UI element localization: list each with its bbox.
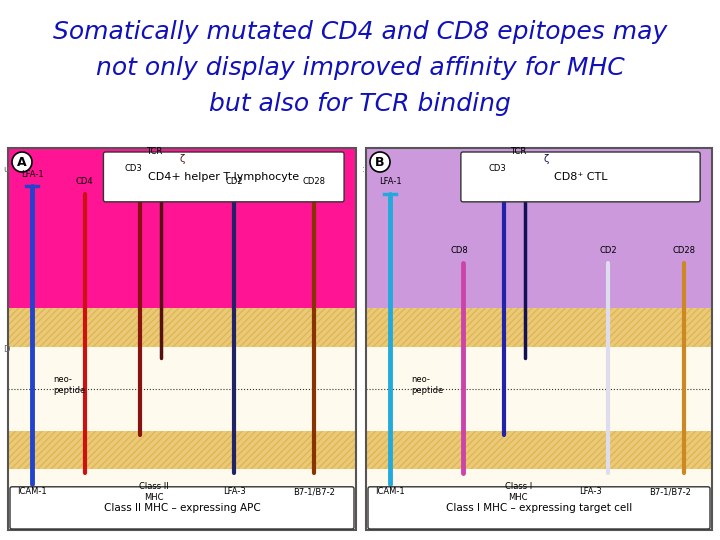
Text: ζ: ζ [544,154,549,165]
Text: Class I MHC – expressing target cell: Class I MHC – expressing target cell [446,503,632,513]
Text: CD3: CD3 [489,164,506,173]
Text: CD8⁺ CTL: CD8⁺ CTL [554,172,607,182]
Bar [366,148,712,530]
Bar [8,431,356,469]
Text: B7-1/B7-2: B7-1/B7-2 [293,487,336,496]
Text: A: A [17,156,27,168]
Text: but also for TCR binding: but also for TCR binding [209,92,511,116]
FancyBboxPatch shape [368,487,710,529]
Text: TCR: TCR [510,147,526,156]
Text: CD3: CD3 [125,164,142,173]
Text: CD8: CD8 [451,246,468,255]
Text: B: B [375,156,384,168]
Text: not only display improved affinity for MHC: not only display improved affinity for M… [96,56,624,80]
Text: ICAM-1: ICAM-1 [375,487,405,496]
Text: CD4+ helper T lymphocyte: CD4+ helper T lymphocyte [148,172,300,182]
Text: LFA-1: LFA-1 [379,177,402,186]
Text: CD28: CD28 [302,177,325,186]
Bar [366,347,712,431]
FancyBboxPatch shape [10,487,354,529]
Bar [366,469,712,530]
Bar [366,431,712,469]
Bar [8,347,356,431]
Text: :: : [362,165,365,174]
Text: D: D [3,345,9,354]
Bar [366,148,712,308]
Bar [366,308,712,347]
Text: ICAM-1: ICAM-1 [17,487,48,496]
Bar [8,308,356,347]
Text: CD4: CD4 [76,177,94,186]
Bar [8,148,356,308]
Text: CD2: CD2 [225,177,243,186]
FancyBboxPatch shape [104,152,344,202]
Bar [8,469,356,530]
FancyBboxPatch shape [461,152,700,202]
Circle shape [370,152,390,172]
Text: neo-
peptide: neo- peptide [53,375,86,395]
Text: LFA-3: LFA-3 [580,487,602,496]
Text: Class I
MHC: Class I MHC [505,482,532,502]
Text: TCR: TCR [146,147,162,156]
Text: LFA-1: LFA-1 [21,170,44,179]
Text: LFA-3: LFA-3 [222,487,246,496]
Circle shape [12,152,32,172]
Text: CD2: CD2 [599,246,617,255]
Text: Class II
MHC: Class II MHC [139,482,169,502]
Bar [366,431,712,469]
Text: ζ: ζ [179,154,184,165]
Bar [8,148,356,530]
Text: B7-1/B7-2: B7-1/B7-2 [649,487,691,496]
Bar [8,308,356,347]
Text: Somatically mutated CD4 and CD8 epitopes may: Somatically mutated CD4 and CD8 epitopes… [53,20,667,44]
Bar [366,308,712,347]
Bar [8,431,356,469]
Text: u: u [3,165,9,174]
Text: neo-
peptide: neo- peptide [411,375,444,395]
Text: Class II MHC – expressing APC: Class II MHC – expressing APC [104,503,261,513]
Text: CD28: CD28 [672,246,696,255]
